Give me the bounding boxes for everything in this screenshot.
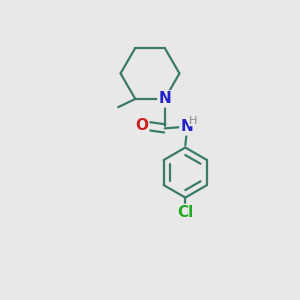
- Text: O: O: [135, 118, 148, 133]
- Text: N: N: [158, 92, 171, 106]
- Text: Cl: Cl: [177, 205, 194, 220]
- Text: H: H: [189, 116, 197, 126]
- Text: N: N: [180, 119, 193, 134]
